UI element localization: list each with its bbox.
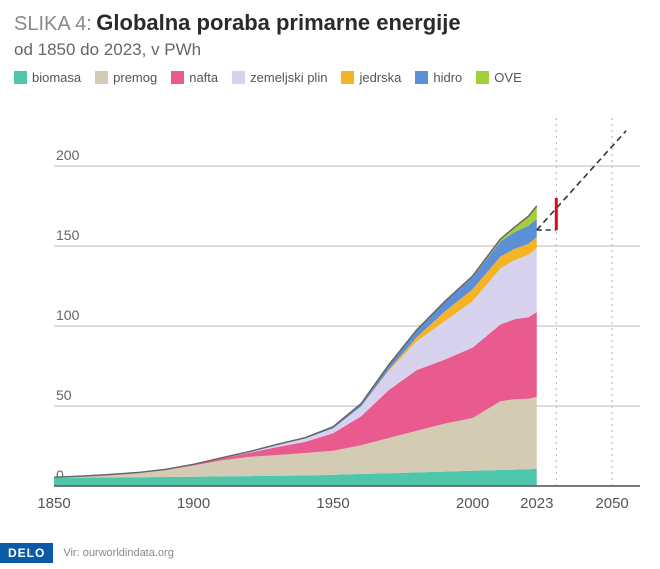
legend-item: nafta — [171, 70, 218, 85]
projection-line — [537, 131, 626, 230]
legend-item: hidro — [415, 70, 462, 85]
legend-swatch — [232, 71, 245, 84]
legend-swatch — [476, 71, 489, 84]
x-tick-label: 1900 — [177, 495, 210, 512]
legend-item: zemeljski plin — [232, 70, 327, 85]
legend-swatch — [14, 71, 27, 84]
legend-label: OVE — [494, 70, 521, 85]
x-tick-label: 1850 — [37, 495, 70, 512]
legend-label: zemeljski plin — [250, 70, 327, 85]
x-tick-label: 1950 — [316, 495, 349, 512]
source-text: Vir: ourworldindata.org — [63, 547, 173, 559]
legend-label: premog — [113, 70, 157, 85]
footer: DELO Vir: ourworldindata.org — [0, 543, 660, 563]
x-tick-label: 2023 — [520, 495, 553, 512]
chart-subtitle: od 1850 do 2023, v PWh — [14, 40, 646, 60]
legend-item: OVE — [476, 70, 521, 85]
legend-label: jedrska — [359, 70, 401, 85]
chart-svg: 050100150200185019001950200020232050 — [14, 108, 650, 519]
legend-item: biomasa — [14, 70, 81, 85]
legend-label: biomasa — [32, 70, 81, 85]
legend-swatch — [415, 71, 428, 84]
chart-plot-area: 050100150200185019001950200020232050 — [14, 108, 650, 519]
chart-legend: biomasa premog nafta zemeljski plin jedrska h… — [0, 70, 660, 85]
legend-swatch — [95, 71, 108, 84]
brand-badge: DELO — [0, 543, 53, 563]
legend-item: premog — [95, 70, 157, 85]
y-tick-label: 150 — [56, 227, 80, 243]
legend-swatch — [171, 71, 184, 84]
y-tick-label: 100 — [56, 307, 80, 323]
figure-label: SLIKA 4: — [14, 13, 92, 35]
x-tick-label: 2050 — [595, 495, 628, 512]
x-tick-label: 2000 — [456, 495, 489, 512]
y-tick-label: 50 — [56, 387, 72, 403]
legend-label: hidro — [433, 70, 462, 85]
y-tick-label: 200 — [56, 147, 80, 163]
legend-label: nafta — [189, 70, 218, 85]
chart-header: SLIKA 4: Globalna poraba primarne energi… — [0, 0, 660, 60]
legend-swatch — [341, 71, 354, 84]
legend-item: jedrska — [341, 70, 401, 85]
chart-title: Globalna poraba primarne energije — [96, 10, 460, 35]
